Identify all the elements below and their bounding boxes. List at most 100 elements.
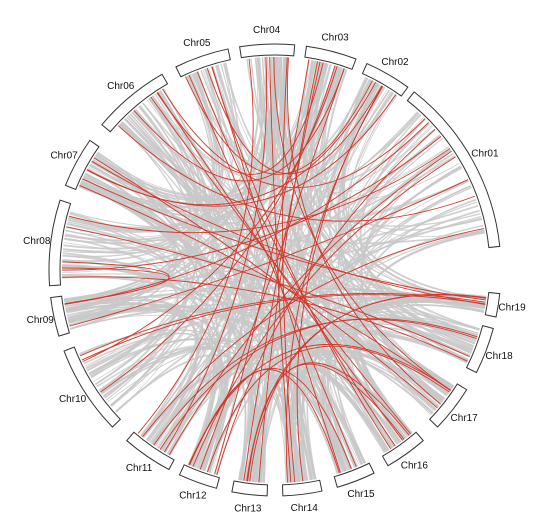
link-highlight: [133, 68, 345, 182]
link-highlight: [188, 344, 452, 465]
link-background: [152, 77, 367, 446]
link-highlight: [211, 66, 341, 473]
ideogram-chr06: [101, 73, 169, 133]
link-background: [240, 56, 275, 481]
link-background: [352, 231, 485, 443]
link-background: [299, 114, 422, 481]
ideogram-chr14: [281, 479, 323, 497]
link-background: [62, 266, 443, 404]
link-highlight: [61, 136, 442, 271]
link-highlight: [207, 345, 450, 473]
link-background: [326, 301, 485, 472]
link-highlight: [211, 66, 392, 450]
ideogram-chr09: [50, 295, 71, 337]
ideogram-chr12: [178, 464, 220, 489]
link-background: [361, 153, 454, 402]
link-highlight: [142, 228, 485, 438]
link-highlight: [137, 58, 254, 434]
link-background: [99, 345, 247, 481]
link-highlight: [243, 61, 321, 481]
link-background: [211, 62, 326, 169]
link-highlight: [216, 129, 436, 476]
link-background: [167, 325, 473, 455]
link-background: [68, 97, 198, 323]
ideogram-chr03: [304, 45, 357, 70]
link-highlight: [64, 122, 429, 305]
link-highlight: [206, 67, 383, 175]
link-highlight: [162, 88, 426, 189]
link-background: [156, 92, 467, 364]
link-background: [62, 254, 179, 386]
ideogram-chr19: [484, 291, 501, 318]
link-background: [154, 93, 252, 481]
link-background: [125, 118, 486, 306]
link-highlight: [153, 318, 477, 446]
label-chr13: Chr13: [234, 503, 262, 514]
ideogram-chr07: [64, 139, 100, 191]
link-background: [89, 163, 386, 453]
label-chr09: Chr09: [27, 315, 55, 326]
link-highlight: [91, 160, 486, 305]
link-highlight: [159, 318, 478, 450]
link-highlight: [62, 267, 170, 305]
ideogram-chr10: [63, 346, 122, 428]
link-background: [215, 57, 263, 167]
link-highlight: [188, 74, 357, 468]
label-chr15: Chr15: [347, 489, 375, 500]
link-highlight: [282, 57, 296, 483]
link-highlight: [68, 148, 451, 234]
link-background: [246, 316, 480, 482]
link-background: [208, 62, 248, 473]
link-background: [189, 67, 238, 466]
link-background: [309, 63, 395, 176]
link-highlight: [79, 185, 451, 391]
link-background: [93, 60, 316, 198]
link-background: [98, 105, 200, 392]
label-chr17: Chr17: [450, 413, 478, 424]
link-background: [65, 229, 406, 440]
link-background: [150, 79, 372, 180]
link-highlight: [118, 125, 475, 222]
link-background: [67, 91, 201, 232]
link-background: [316, 67, 386, 453]
link-highlight: [93, 157, 438, 409]
link-background: [266, 57, 478, 339]
link-background: [80, 183, 437, 410]
link-highlight: [287, 57, 441, 405]
ideogram-chr13: [231, 480, 269, 497]
label-chr07: Chr07: [50, 150, 78, 161]
link-background: [69, 213, 265, 483]
link-background: [159, 78, 371, 451]
link-highlight: [79, 292, 486, 357]
link-highlight: [69, 179, 469, 327]
link-background: [200, 57, 288, 168]
label-chr08: Chr08: [23, 236, 51, 247]
link-highlight: [157, 92, 404, 441]
chromosome-ideogram: [48, 43, 501, 497]
ideogram-chr16: [381, 431, 424, 467]
label-chr11: Chr11: [126, 463, 153, 474]
label-chr05: Chr05: [183, 38, 211, 49]
link-background: [104, 57, 258, 399]
link-highlight: [82, 178, 486, 301]
link-highlight: [296, 85, 383, 482]
ideogram-chr04: [239, 43, 296, 59]
label-chr03: Chr03: [321, 33, 349, 44]
ideogram-chr05: [175, 48, 231, 78]
label-chr18: Chr18: [485, 351, 513, 362]
link-background: [142, 102, 288, 483]
ideogram-chr01: [406, 91, 501, 249]
highlight-links: [61, 57, 487, 483]
link-highlight: [81, 294, 486, 361]
label-chr01: Chr01: [471, 149, 499, 160]
link-highlight: [273, 57, 451, 391]
ideogram-chr17: [428, 383, 468, 428]
link-background: [84, 311, 475, 367]
link-background: [110, 89, 390, 407]
link-highlight: [62, 276, 468, 362]
link-background: [256, 57, 411, 436]
link-highlight: [196, 71, 396, 447]
link-background: [115, 346, 205, 441]
link-background: [220, 63, 292, 483]
